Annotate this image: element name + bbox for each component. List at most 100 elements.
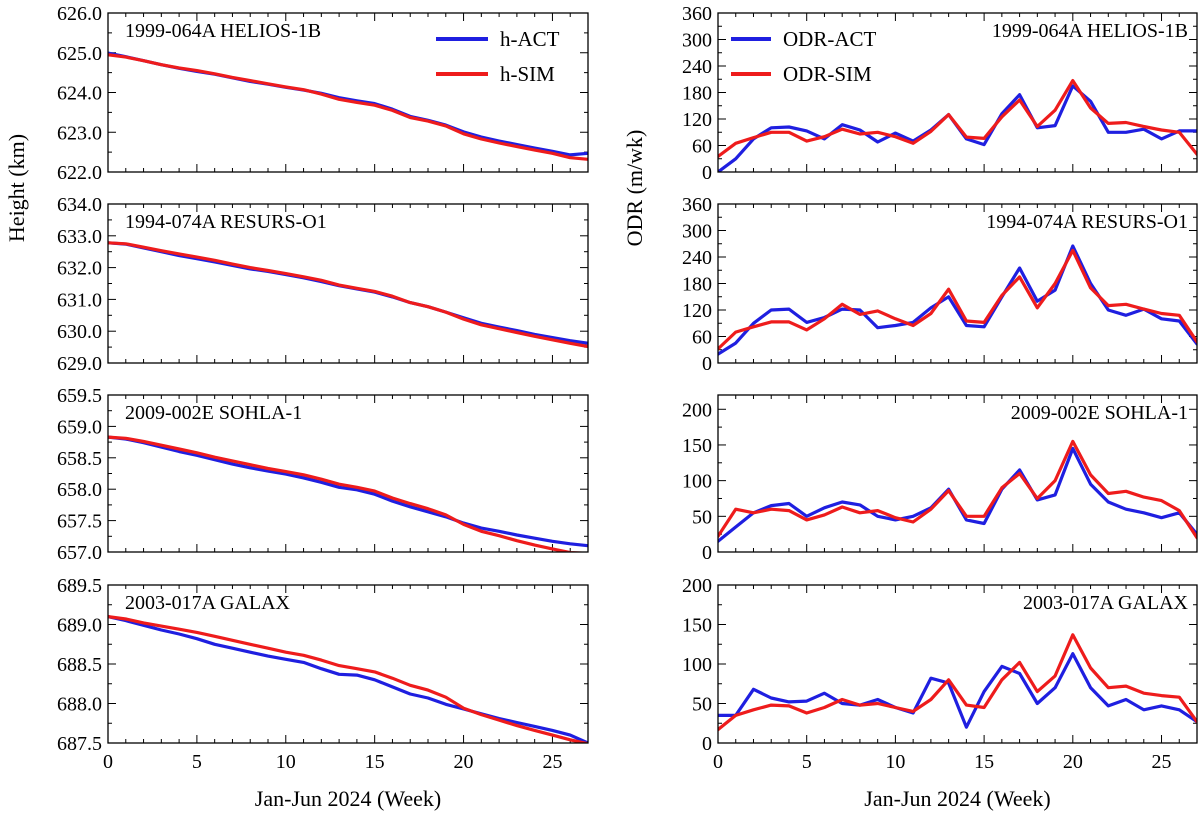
y-tick-label: 180: [682, 274, 712, 296]
y-tick-label: 626.0: [57, 3, 102, 25]
series-line-odr-act: [718, 244, 1197, 356]
series-line-h-sim: [108, 435, 588, 552]
series-line-h-sim: [108, 53, 588, 161]
panel-title: 2003-017A GALAX: [125, 592, 291, 614]
x-tick-label: 25: [542, 751, 562, 773]
y-tick-label: 100: [682, 654, 712, 676]
y-tick-label: 624.0: [57, 83, 102, 105]
panel-right-0: 0 60 120 180 240 300 360 1999-064A HELIOS-1B ODR…: [682, 3, 1198, 184]
panel-frame: [107, 12, 589, 173]
panel-frame: [717, 584, 1198, 744]
y-tick-label: 120: [682, 109, 712, 131]
y-tick-label: 150: [682, 435, 712, 457]
y-tick-label: 658.0: [57, 479, 102, 501]
legend-label: ODR-ACT: [783, 27, 877, 51]
y-tick-label: 360: [682, 194, 712, 216]
panel-frame: [107, 584, 589, 744]
x-tick-label: 10: [276, 751, 296, 773]
right-y-axis-label: ODR (m/wk): [622, 130, 647, 247]
series-line-odr-sim: [718, 78, 1197, 159]
y-tick-label: 120: [682, 300, 712, 322]
series-line-odr-sim: [718, 439, 1197, 540]
y-tick-label: 632.0: [57, 258, 102, 280]
y-tick-label: 687.5: [57, 733, 102, 755]
y-tick-label: 240: [682, 56, 712, 78]
panel-left-0: 622.0 623.0 624.0 625.0 626.0 1999-064A HELIO…: [57, 3, 589, 184]
legend: ODR-ACT ODR-SIM: [731, 27, 877, 86]
y-tick-label: 150: [682, 615, 712, 637]
y-tick-label: 625.0: [57, 43, 102, 65]
y-tick-label: 630.0: [57, 321, 102, 343]
y-tick-label: 0: [702, 162, 712, 184]
panel-left-3: 687.5 688.0 688.5 689.0 689.5 0 5 10 15 20 25 2003-…: [57, 575, 589, 773]
x-tick-label: 0: [103, 751, 113, 773]
panel-title: 1999-064A HELIOS-1B: [992, 20, 1188, 42]
panel-right-1: 0 60 120 180 240 300 360 1994-074A RESURS-O1: [682, 194, 1198, 375]
x-tick-label: 0: [713, 751, 723, 773]
series-line-odr-act: [718, 446, 1197, 543]
y-tick-label: 0: [702, 353, 712, 375]
left-x-axis-label: Jan-Jun 2024 (Week): [255, 786, 441, 811]
series-line-odr-sim: [718, 248, 1197, 351]
x-tick-label: 20: [1063, 751, 1083, 773]
y-tick-label: 0: [702, 542, 712, 564]
x-tick-label: 20: [454, 751, 474, 773]
series-line-odr-act: [718, 652, 1197, 729]
x-tick-label: 10: [885, 751, 905, 773]
legend-label: ODR-SIM: [783, 62, 872, 86]
panel-title: 2009-002E SOHLA-1: [1011, 402, 1188, 424]
y-tick-label: 657.0: [57, 542, 102, 564]
y-tick-label: 200: [682, 575, 712, 597]
y-tick-label: 180: [682, 83, 712, 105]
series-line-h-sim: [108, 241, 588, 349]
panel-left-2: 657.0 657.5 658.0 658.5 659.0 659.5 2009-002E …: [57, 385, 589, 564]
panel-frame: [717, 203, 1198, 364]
y-tick-label: 629.0: [57, 353, 102, 375]
x-tick-label: 5: [802, 751, 812, 773]
series-line-h-sim: [108, 614, 588, 743]
y-tick-label: 659.5: [57, 385, 102, 407]
y-tick-label: 0: [702, 733, 712, 755]
series-line-h-act: [108, 241, 588, 345]
y-tick-label: 100: [682, 471, 712, 493]
panel-right-2: 0 50 100 150 200 2009-002E SOHLA-1: [682, 394, 1198, 564]
panel-title: 1999-064A HELIOS-1B: [125, 20, 321, 42]
x-tick-label: 15: [974, 751, 994, 773]
y-tick-label: 300: [682, 30, 712, 52]
y-tick-label: 240: [682, 247, 712, 269]
y-tick-label: 688.5: [57, 654, 102, 676]
legend-label: h-SIM: [500, 62, 555, 86]
y-tick-label: 688.0: [57, 694, 102, 716]
y-tick-label: 622.0: [57, 162, 102, 184]
y-tick-label: 360: [682, 3, 712, 25]
x-tick-label: 15: [365, 751, 385, 773]
y-tick-label: 300: [682, 221, 712, 243]
series-line-h-act: [108, 435, 588, 548]
left-y-axis-label: Height (km): [4, 134, 29, 242]
panel-title: 1994-074A RESURS-O1: [125, 211, 327, 233]
y-tick-label: 657.5: [57, 511, 102, 533]
panel-frame: [107, 203, 589, 364]
series-line-odr-sim: [718, 633, 1197, 732]
series-line-odr-act: [718, 84, 1197, 172]
legend: h-ACT h-SIM: [436, 27, 560, 86]
y-tick-label: 658.5: [57, 448, 102, 470]
right-x-axis-label: Jan-Jun 2024 (Week): [864, 786, 1050, 811]
y-tick-label: 689.5: [57, 575, 102, 597]
panels-group: 622.0 623.0 624.0 625.0 626.0 1999-064A HELIO…: [57, 3, 1198, 773]
y-tick-label: 200: [682, 399, 712, 421]
y-tick-label: 659.0: [57, 416, 102, 438]
panel-frame: [717, 394, 1198, 553]
x-tick-label: 5: [192, 751, 202, 773]
y-tick-label: 631.0: [57, 289, 102, 311]
panel-title: 2009-002E SOHLA-1: [125, 402, 302, 424]
legend-label: h-ACT: [500, 27, 560, 51]
y-tick-label: 50: [692, 506, 712, 528]
panel-frame: [717, 12, 1198, 173]
panel-left-1: 629.0 630.0 631.0 632.0 633.0 634.0 1994-074A …: [57, 194, 589, 375]
y-tick-label: 60: [692, 136, 712, 158]
y-tick-label: 634.0: [57, 194, 102, 216]
panel-title: 1994-074A RESURS-O1: [986, 211, 1188, 233]
panel-right-3: 0 50 100 150 200 0 5 10 15 20 25 2003-017A GALAX: [682, 575, 1198, 773]
